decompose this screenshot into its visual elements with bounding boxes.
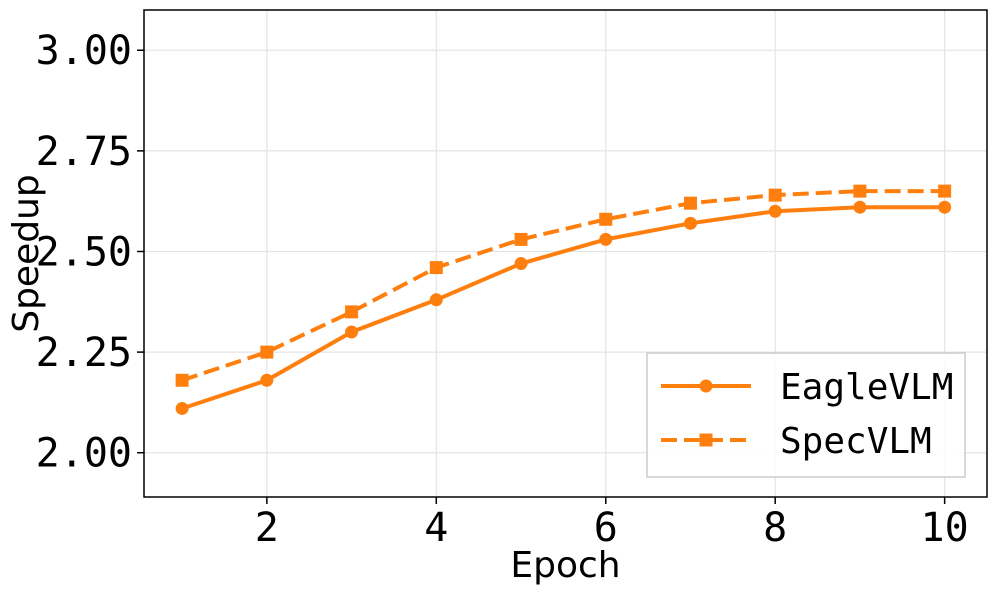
x-tick-label: 6 xyxy=(594,505,618,551)
x-axis-title: Epoch xyxy=(510,545,620,586)
x-tick-label: 8 xyxy=(763,505,787,551)
y-tick-label: 3.00 xyxy=(36,28,132,74)
grid-lines xyxy=(144,10,987,497)
data-point xyxy=(514,232,528,246)
data-point xyxy=(175,401,189,415)
data-point xyxy=(683,196,697,210)
legend: EagleVLM SpecVLM xyxy=(646,352,966,478)
data-point xyxy=(938,200,952,214)
data-point xyxy=(175,373,189,387)
plot-frame xyxy=(143,9,988,498)
series-eaglevlm xyxy=(175,200,952,415)
x-axis: 2 4 6 8 10 xyxy=(255,497,969,551)
data-point xyxy=(768,204,782,218)
data-point xyxy=(853,184,867,198)
y-tick-label: 2.75 xyxy=(36,129,132,175)
data-point xyxy=(938,184,952,198)
y-tick-label: 2.50 xyxy=(36,229,132,275)
data-point xyxy=(683,216,697,230)
data-point xyxy=(429,293,443,307)
x-tick-label: 4 xyxy=(424,505,448,551)
y-tick-label: 2.00 xyxy=(36,431,132,477)
y-axis: 2.00 2.25 2.50 2.75 3.00 xyxy=(36,28,144,477)
x-tick-label: 2 xyxy=(255,505,279,551)
series-specvlm xyxy=(175,184,952,387)
series-line xyxy=(181,189,945,383)
x-tick-label: 10 xyxy=(921,505,969,551)
data-point xyxy=(260,373,274,387)
data-point xyxy=(599,212,613,226)
series-layer xyxy=(175,184,952,415)
data-point xyxy=(429,261,443,275)
series-line xyxy=(181,205,945,411)
legend-box xyxy=(646,352,966,478)
data-point xyxy=(514,257,528,271)
legend-marker xyxy=(699,433,713,447)
legend-item: EagleVLM xyxy=(661,367,953,408)
y-axis-title: Speedup xyxy=(6,174,47,333)
legend-label: EagleVLM xyxy=(780,367,953,408)
data-point xyxy=(345,325,359,339)
data-point xyxy=(768,188,782,202)
legend-label: SpecVLM xyxy=(780,421,932,462)
data-point xyxy=(853,200,867,214)
data-point xyxy=(599,232,613,246)
data-point xyxy=(260,345,274,359)
legend-item: SpecVLM xyxy=(661,421,932,462)
data-point xyxy=(345,305,359,319)
legend-marker xyxy=(699,379,713,393)
y-tick-label: 2.25 xyxy=(36,330,132,376)
